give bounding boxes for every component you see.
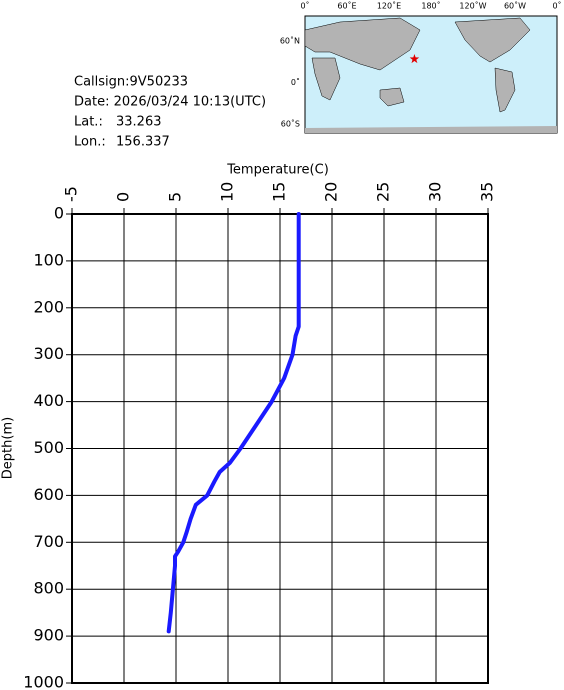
profile-line	[166, 212, 301, 634]
x-tick-label: 20	[322, 182, 341, 202]
map-lon-label: 120˚E	[377, 1, 401, 11]
land	[454, 17, 531, 63]
map-lon-label: 0˚	[300, 1, 309, 11]
world-map	[304, 15, 558, 134]
land	[305, 126, 557, 133]
land	[379, 87, 405, 107]
y-tick-label: 1000	[23, 673, 64, 690]
map-lat-label: 60˚N	[280, 36, 300, 46]
map-lat-label: 60˚S	[281, 119, 300, 129]
y-tick-label: 900	[33, 626, 64, 645]
lon-value: 156.337	[116, 135, 170, 150]
date: Date: 2026/03/24 10:13(UTC)	[74, 95, 266, 110]
x-tick-label: 30	[426, 182, 445, 202]
x-tick-label: 5	[166, 192, 185, 202]
lat-value: 33.263	[116, 115, 162, 130]
location-star	[409, 54, 420, 64]
lat-label: Lat.:	[74, 115, 103, 130]
map-lon-label: 180˚	[421, 1, 440, 11]
map-lon-label: 60˚W	[504, 1, 526, 11]
x-tick-label: 0	[114, 192, 133, 202]
y-tick-label: 400	[33, 391, 64, 410]
lon-label: Lon.:	[74, 135, 106, 150]
map-lon-label: 120˚W	[459, 1, 486, 11]
y-tick-label: 500	[33, 438, 64, 457]
y-tick-label: 300	[33, 344, 64, 363]
y-tick-label: 700	[33, 532, 64, 551]
x-tick-label: 25	[374, 182, 393, 202]
y-tick-label: 100	[33, 250, 64, 269]
land	[311, 57, 341, 101]
y-tick-label: 800	[33, 579, 64, 598]
x-tick-label: 15	[270, 182, 289, 202]
map-lat-label: 0˚	[291, 77, 300, 87]
land	[304, 17, 421, 71]
x-tick-label: 10	[218, 182, 237, 202]
plot-frame	[71, 213, 489, 684]
x-tick-label: 35	[478, 182, 497, 202]
map-lon-label: 60˚E	[337, 1, 356, 11]
x-tick-label: -5	[62, 186, 81, 202]
land	[494, 67, 516, 113]
y-axis-title: Depth(m)	[1, 417, 16, 479]
callsign: Callsign:9V50233	[74, 75, 188, 90]
y-tick-label: 200	[33, 297, 64, 316]
y-tick-label: 600	[33, 485, 64, 504]
x-axis-title: Temperature(C)	[226, 163, 329, 178]
map-lon-label: 0˚	[552, 1, 561, 11]
y-tick-label: 0	[54, 204, 64, 223]
